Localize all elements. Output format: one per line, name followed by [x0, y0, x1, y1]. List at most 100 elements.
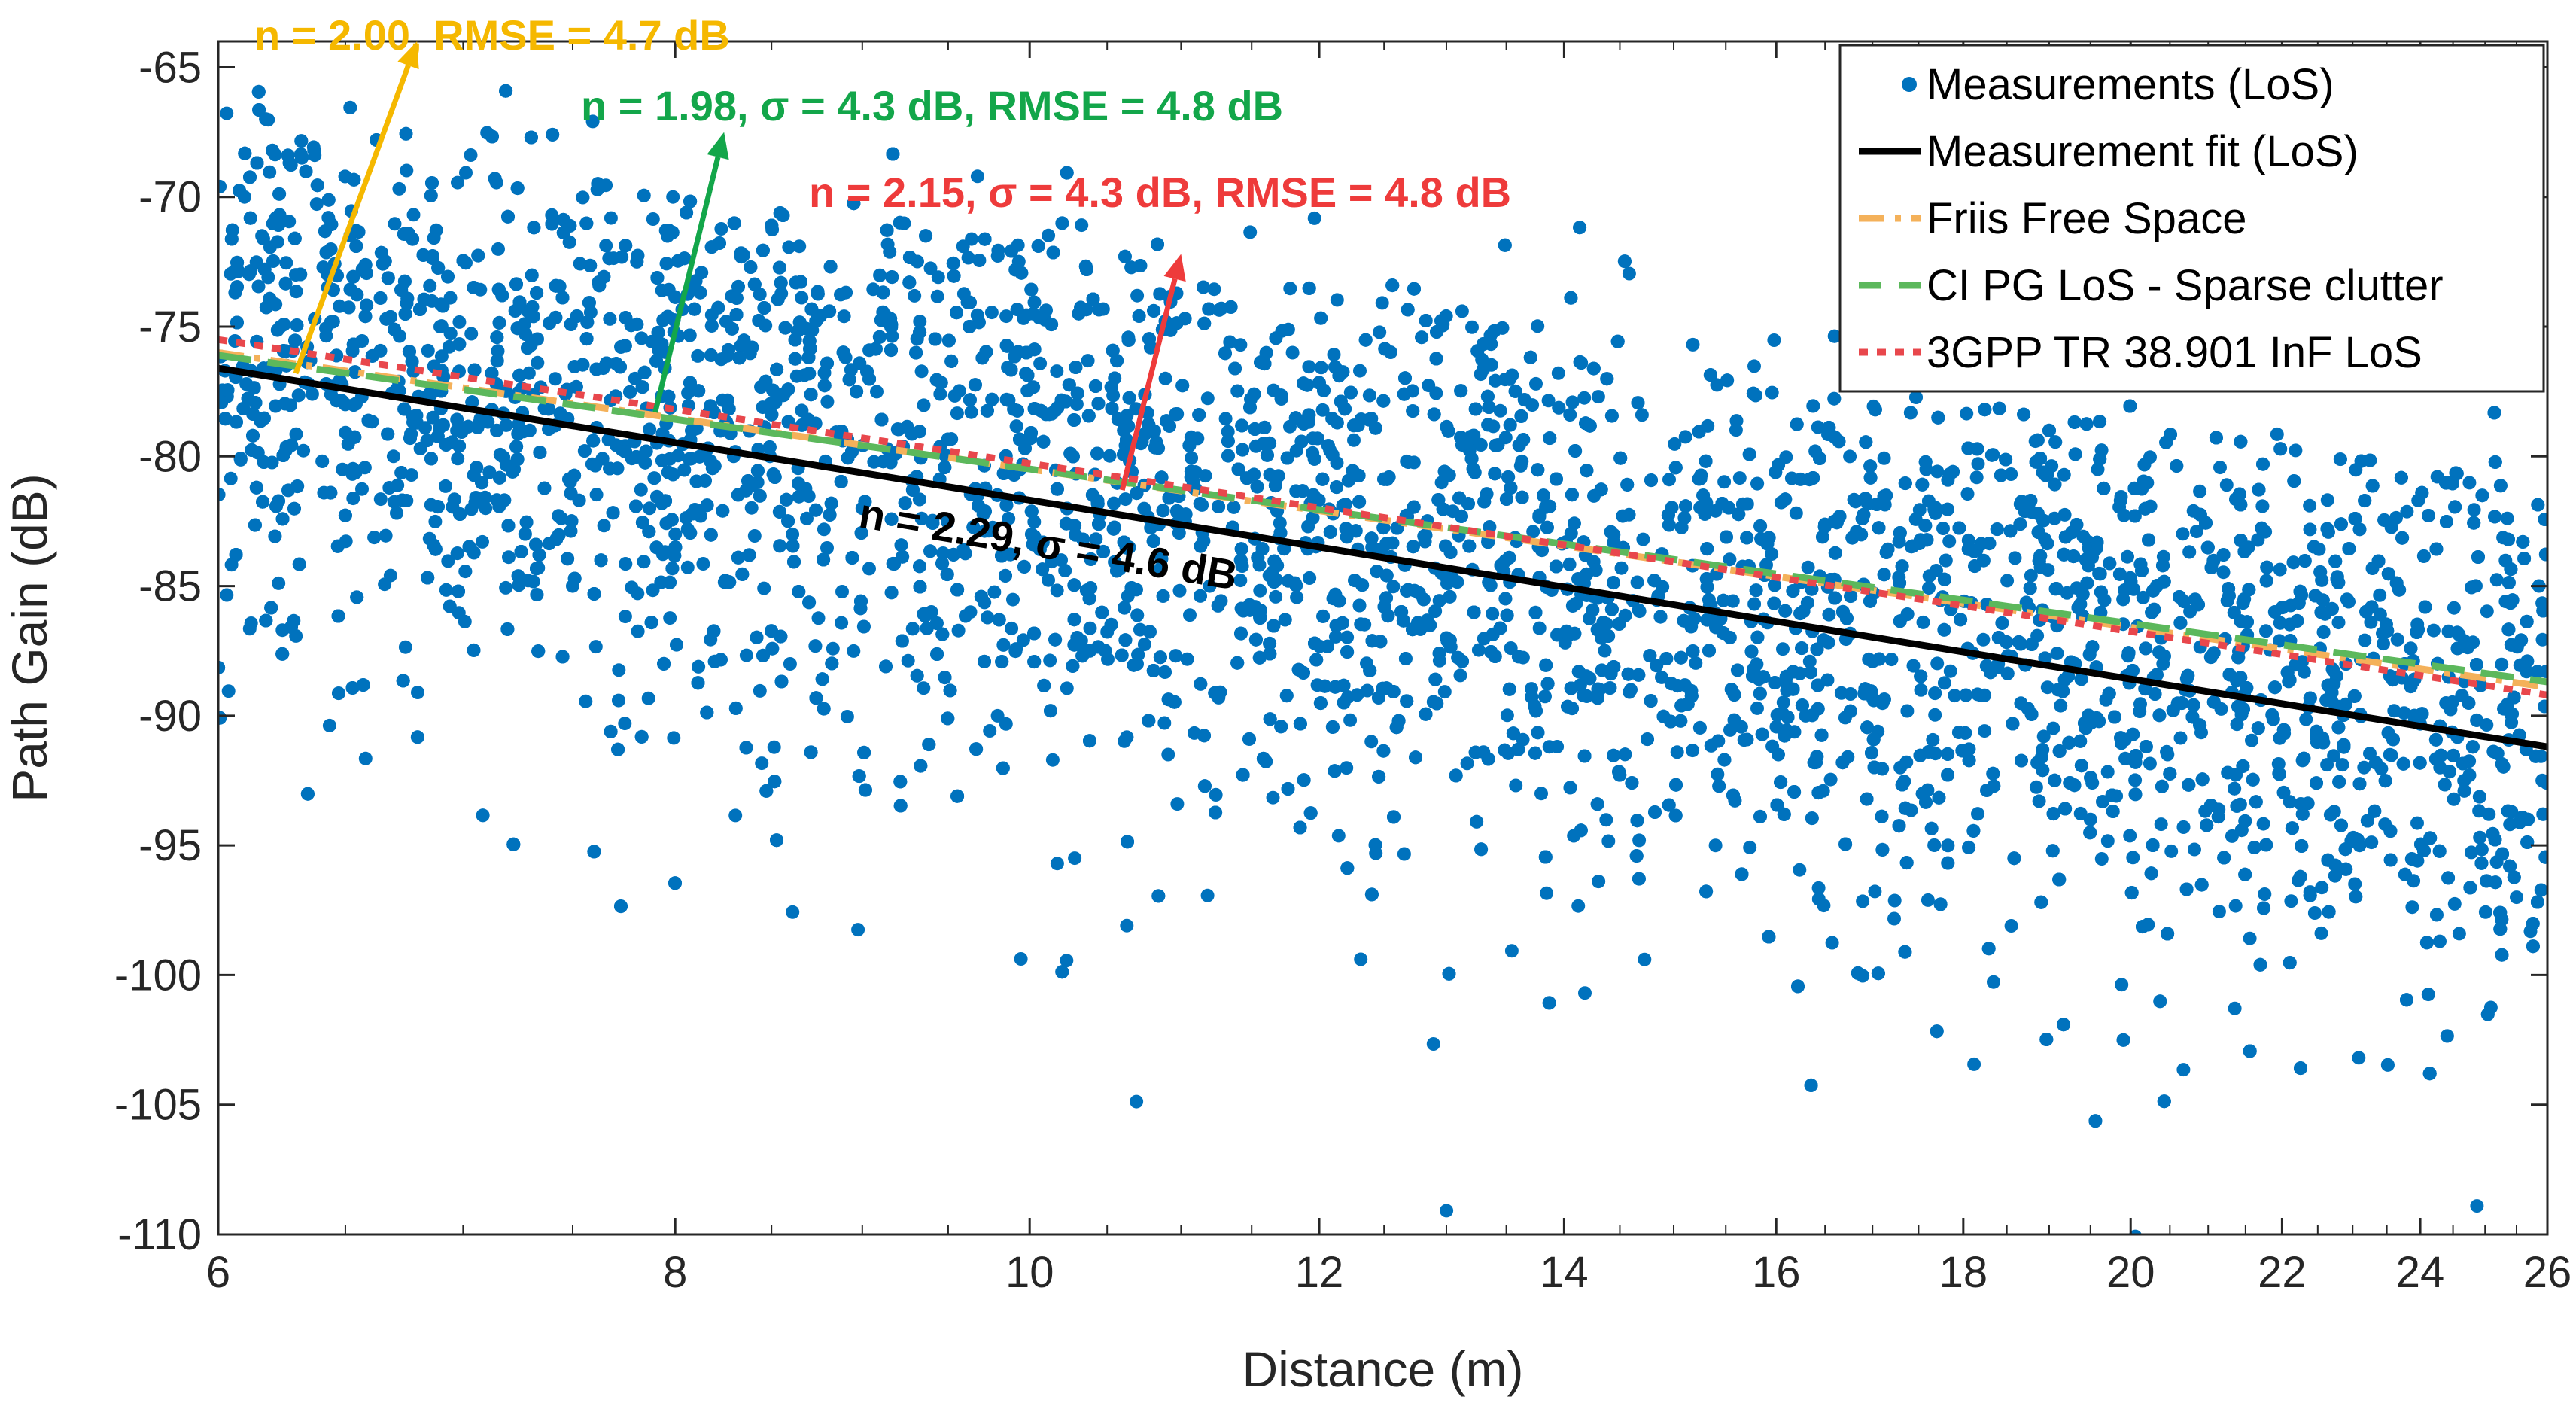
measurement-cloud-point — [692, 659, 706, 674]
measurement-cloud-point — [1330, 415, 1344, 430]
measurement-cloud-point — [423, 278, 437, 293]
measurement-cloud-point — [1843, 449, 1857, 464]
measurement-cloud-point — [309, 197, 324, 212]
measurement-cloud-point — [1453, 668, 1467, 683]
measurement-cloud-point — [1578, 986, 1592, 1000]
measurement-cloud-point — [1632, 603, 1646, 617]
measurement-cloud-point — [1474, 842, 1489, 857]
measurement-cloud-point — [707, 624, 721, 638]
measurement-cloud-point — [1010, 303, 1024, 317]
measurement-cloud-point — [1486, 607, 1500, 621]
measurement-cloud-point — [1137, 638, 1151, 651]
measurement-cloud-point — [582, 296, 596, 310]
measurement-cloud-point — [2173, 731, 2188, 745]
measurement-cloud-point — [2348, 877, 2362, 891]
measurement-cloud-point — [1006, 592, 1020, 607]
measurement-cloud-point — [743, 346, 757, 361]
measurement-cloud-point — [476, 808, 490, 823]
measurement-cloud-point — [1591, 390, 1605, 404]
measurement-cloud-point — [242, 622, 257, 636]
measurement-cloud-point — [612, 663, 626, 677]
measurement-cloud-point — [2024, 568, 2038, 583]
measurement-cloud-point — [1273, 516, 1287, 530]
measurement-cloud-point — [1172, 583, 1187, 598]
measurement-cloud-point — [1971, 807, 1985, 821]
measurement-cloud-point — [531, 355, 545, 370]
measurement-cloud-point — [2389, 510, 2403, 525]
measurement-cloud-point — [1083, 621, 1097, 635]
measurement-cloud-point — [1717, 475, 1732, 489]
measurement-cloud-point — [2046, 721, 2060, 735]
measurement-cloud-point — [2480, 604, 2494, 619]
measurement-cloud-point — [1067, 413, 1081, 427]
measurement-cloud-point — [1233, 574, 1248, 588]
measurement-cloud-point — [1075, 218, 1089, 233]
measurement-cloud-point — [305, 387, 319, 401]
measurement-cloud-point — [847, 644, 861, 658]
measurement-cloud-point — [2189, 525, 2203, 539]
measurement-cloud-point — [2115, 978, 2129, 992]
measurement-cloud-point — [1194, 677, 1208, 691]
measurement-cloud-point — [1221, 434, 1235, 449]
measurement-cloud-point — [1227, 500, 1241, 514]
measurement-cloud-point — [2335, 758, 2349, 772]
measurement-cloud-point — [1668, 437, 1682, 451]
measurement-cloud-point — [862, 562, 876, 576]
measurement-cloud-point — [2256, 817, 2270, 831]
measurement-cloud-point — [2103, 556, 2117, 571]
measurement-cloud-point — [1471, 643, 1486, 657]
measurement-cloud-point — [2088, 1114, 2103, 1128]
measurement-cloud-point — [1823, 772, 1838, 787]
measurement-cloud-point — [1460, 756, 1474, 771]
measurement-cloud-point — [1877, 568, 1891, 582]
measurement-cloud-point — [1068, 851, 1082, 866]
measurement-cloud-point — [1060, 954, 1074, 968]
measurement-cloud-point — [952, 384, 966, 398]
measurement-cloud-point — [795, 291, 809, 305]
measurement-cloud-point — [634, 331, 649, 345]
measurement-cloud-point — [1926, 732, 1940, 747]
measurement-cloud-point — [2433, 934, 2447, 948]
measurement-cloud-point — [268, 529, 282, 543]
measurement-cloud-point — [1538, 689, 1552, 704]
measurement-cloud-point — [383, 568, 397, 583]
measurement-cloud-point — [2000, 574, 2015, 588]
measurement-cloud-point — [908, 288, 922, 303]
measurement-cloud-point — [2457, 774, 2471, 788]
measurement-cloud-point — [1455, 304, 1469, 318]
measurement-cloud-point — [873, 268, 887, 282]
measurement-cloud-point — [2303, 522, 2317, 537]
measurement-cloud-point — [467, 643, 481, 657]
measurement-cloud-point — [426, 410, 440, 425]
measurement-cloud-point — [1747, 597, 1762, 611]
measurement-cloud-point — [2084, 771, 2098, 785]
measurement-cloud-point — [1631, 396, 1645, 410]
measurement-cloud-point — [2251, 533, 2265, 547]
measurement-cloud-point — [1689, 656, 1703, 670]
measurement-cloud-point — [2526, 917, 2540, 930]
measurement-cloud-point — [230, 280, 244, 294]
measurement-cloud-point — [451, 175, 464, 190]
measurement-cloud-point — [666, 190, 680, 204]
measurement-cloud-point — [1211, 598, 1225, 613]
measurement-cloud-point — [2513, 658, 2527, 672]
measurement-cloud-point — [1793, 863, 1807, 877]
measurement-cloud-point — [2467, 503, 2481, 517]
measurement-cloud-point — [1055, 216, 1069, 230]
measurement-cloud-point — [1677, 613, 1691, 628]
measurement-cloud-point — [1730, 663, 1744, 677]
measurement-cloud-point — [625, 580, 639, 595]
measurement-cloud-point — [2447, 896, 2462, 911]
measurement-cloud-point — [2273, 562, 2287, 577]
measurement-cloud-point — [2143, 756, 2157, 771]
measurement-cloud-point — [2004, 467, 2018, 481]
measurement-cloud-point — [2123, 829, 2137, 843]
measurement-cloud-point — [585, 114, 600, 129]
measurement-cloud-point — [933, 387, 947, 401]
measurement-cloud-point — [1743, 840, 1757, 854]
measurement-cloud-point — [490, 354, 504, 368]
measurement-cloud-point — [2400, 504, 2414, 519]
measurement-cloud-point — [1509, 778, 1523, 793]
measurement-cloud-point — [1806, 399, 1820, 413]
measurement-cloud-point — [2447, 601, 2461, 615]
